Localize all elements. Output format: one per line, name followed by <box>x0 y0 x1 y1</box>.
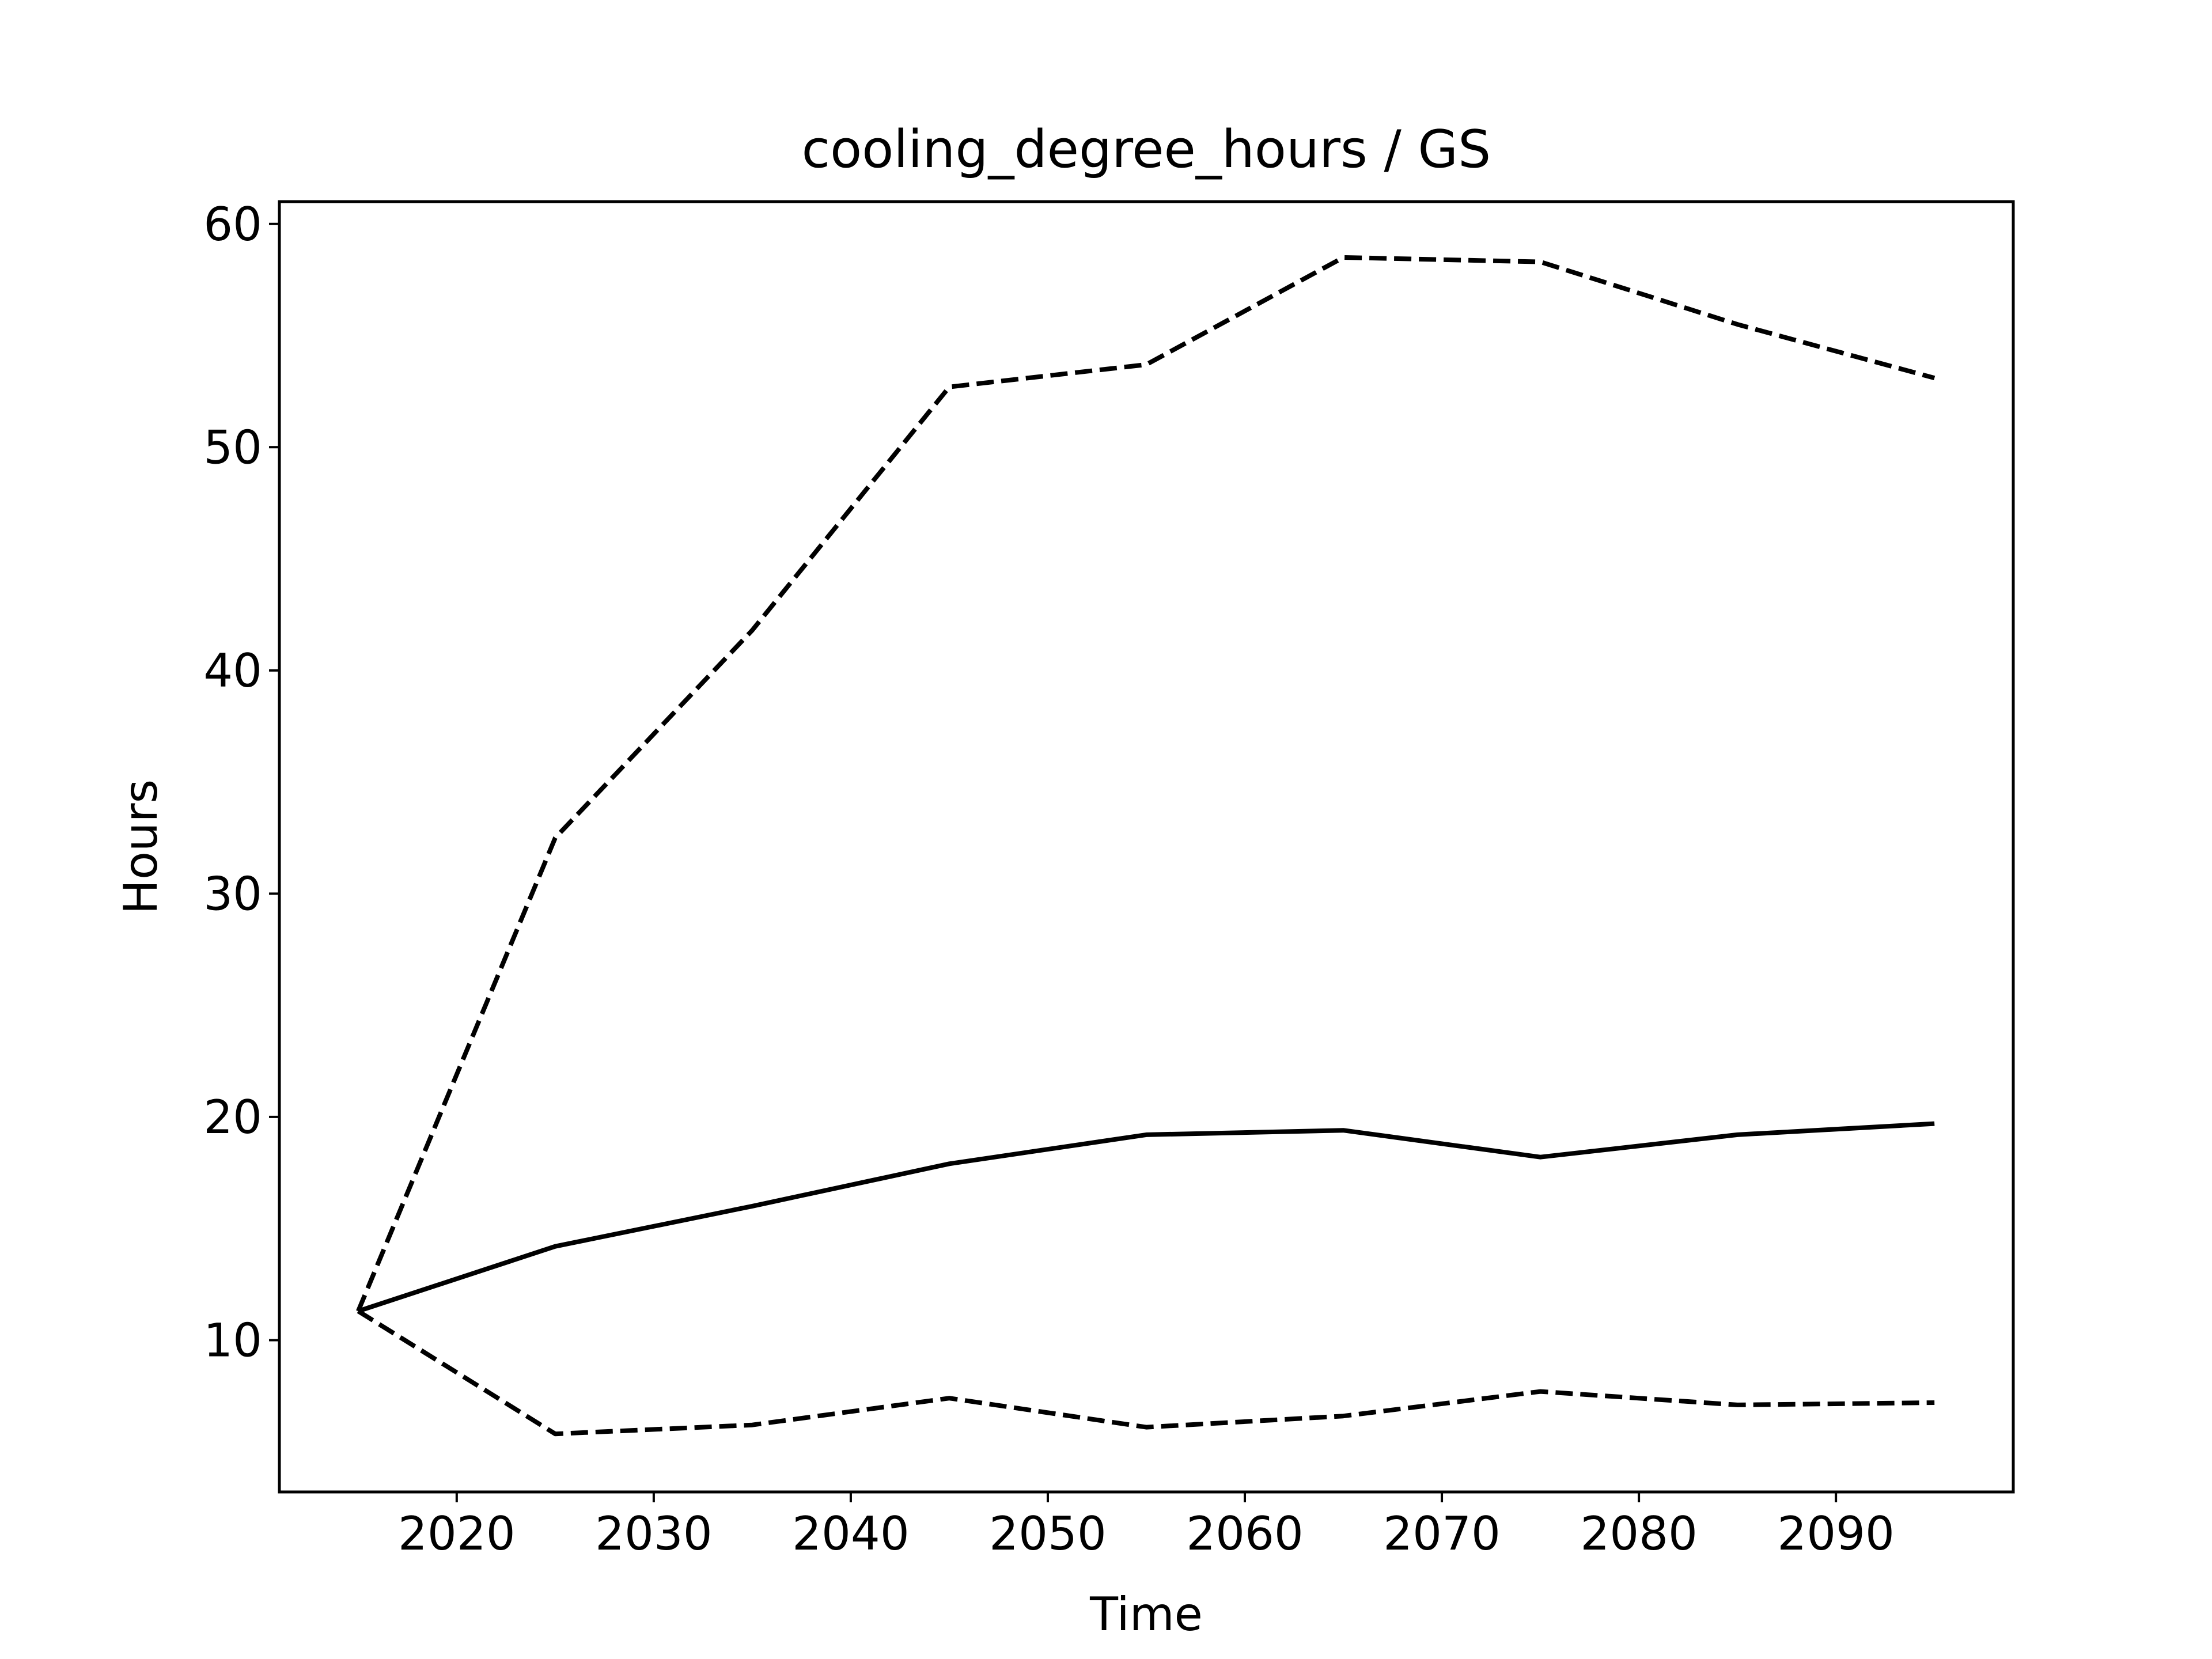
x-tick-label-2090: 2090 <box>1777 1507 1895 1560</box>
y-tick-label-60: 60 <box>203 198 262 251</box>
y-axis-label: Hours <box>114 779 168 914</box>
y-tick-label-30: 30 <box>203 867 262 921</box>
ticks-layer: 2020 2030 2040 2050 2060 2070 2080 209010203040… <box>203 198 1895 1560</box>
x-tick-label-2030: 2030 <box>595 1507 713 1560</box>
x-tick-label-2040: 2040 <box>792 1507 910 1560</box>
y-tick-label-40: 40 <box>203 644 262 698</box>
series-layer <box>356 255 1936 1437</box>
x-tick-label-2050: 2050 <box>989 1507 1107 1560</box>
series-line-2 <box>356 255 1936 1312</box>
x-tick-label-2080: 2080 <box>1580 1507 1698 1560</box>
x-tick-label-2020: 2020 <box>398 1507 516 1560</box>
plot-frame <box>278 200 2015 1494</box>
x-tick-label-2060: 2060 <box>1186 1507 1304 1560</box>
series-line-3 <box>357 1309 1935 1437</box>
y-tick-label-50: 50 <box>203 421 262 474</box>
chart-title: cooling_degree_hours / GS <box>802 119 1491 180</box>
x-axis-label: Time <box>1089 1588 1203 1641</box>
y-tick-label-20: 20 <box>203 1090 262 1144</box>
series-line-1 <box>357 1121 1935 1313</box>
y-tick-label-10: 10 <box>203 1313 262 1367</box>
x-tick-label-2070: 2070 <box>1383 1507 1501 1560</box>
